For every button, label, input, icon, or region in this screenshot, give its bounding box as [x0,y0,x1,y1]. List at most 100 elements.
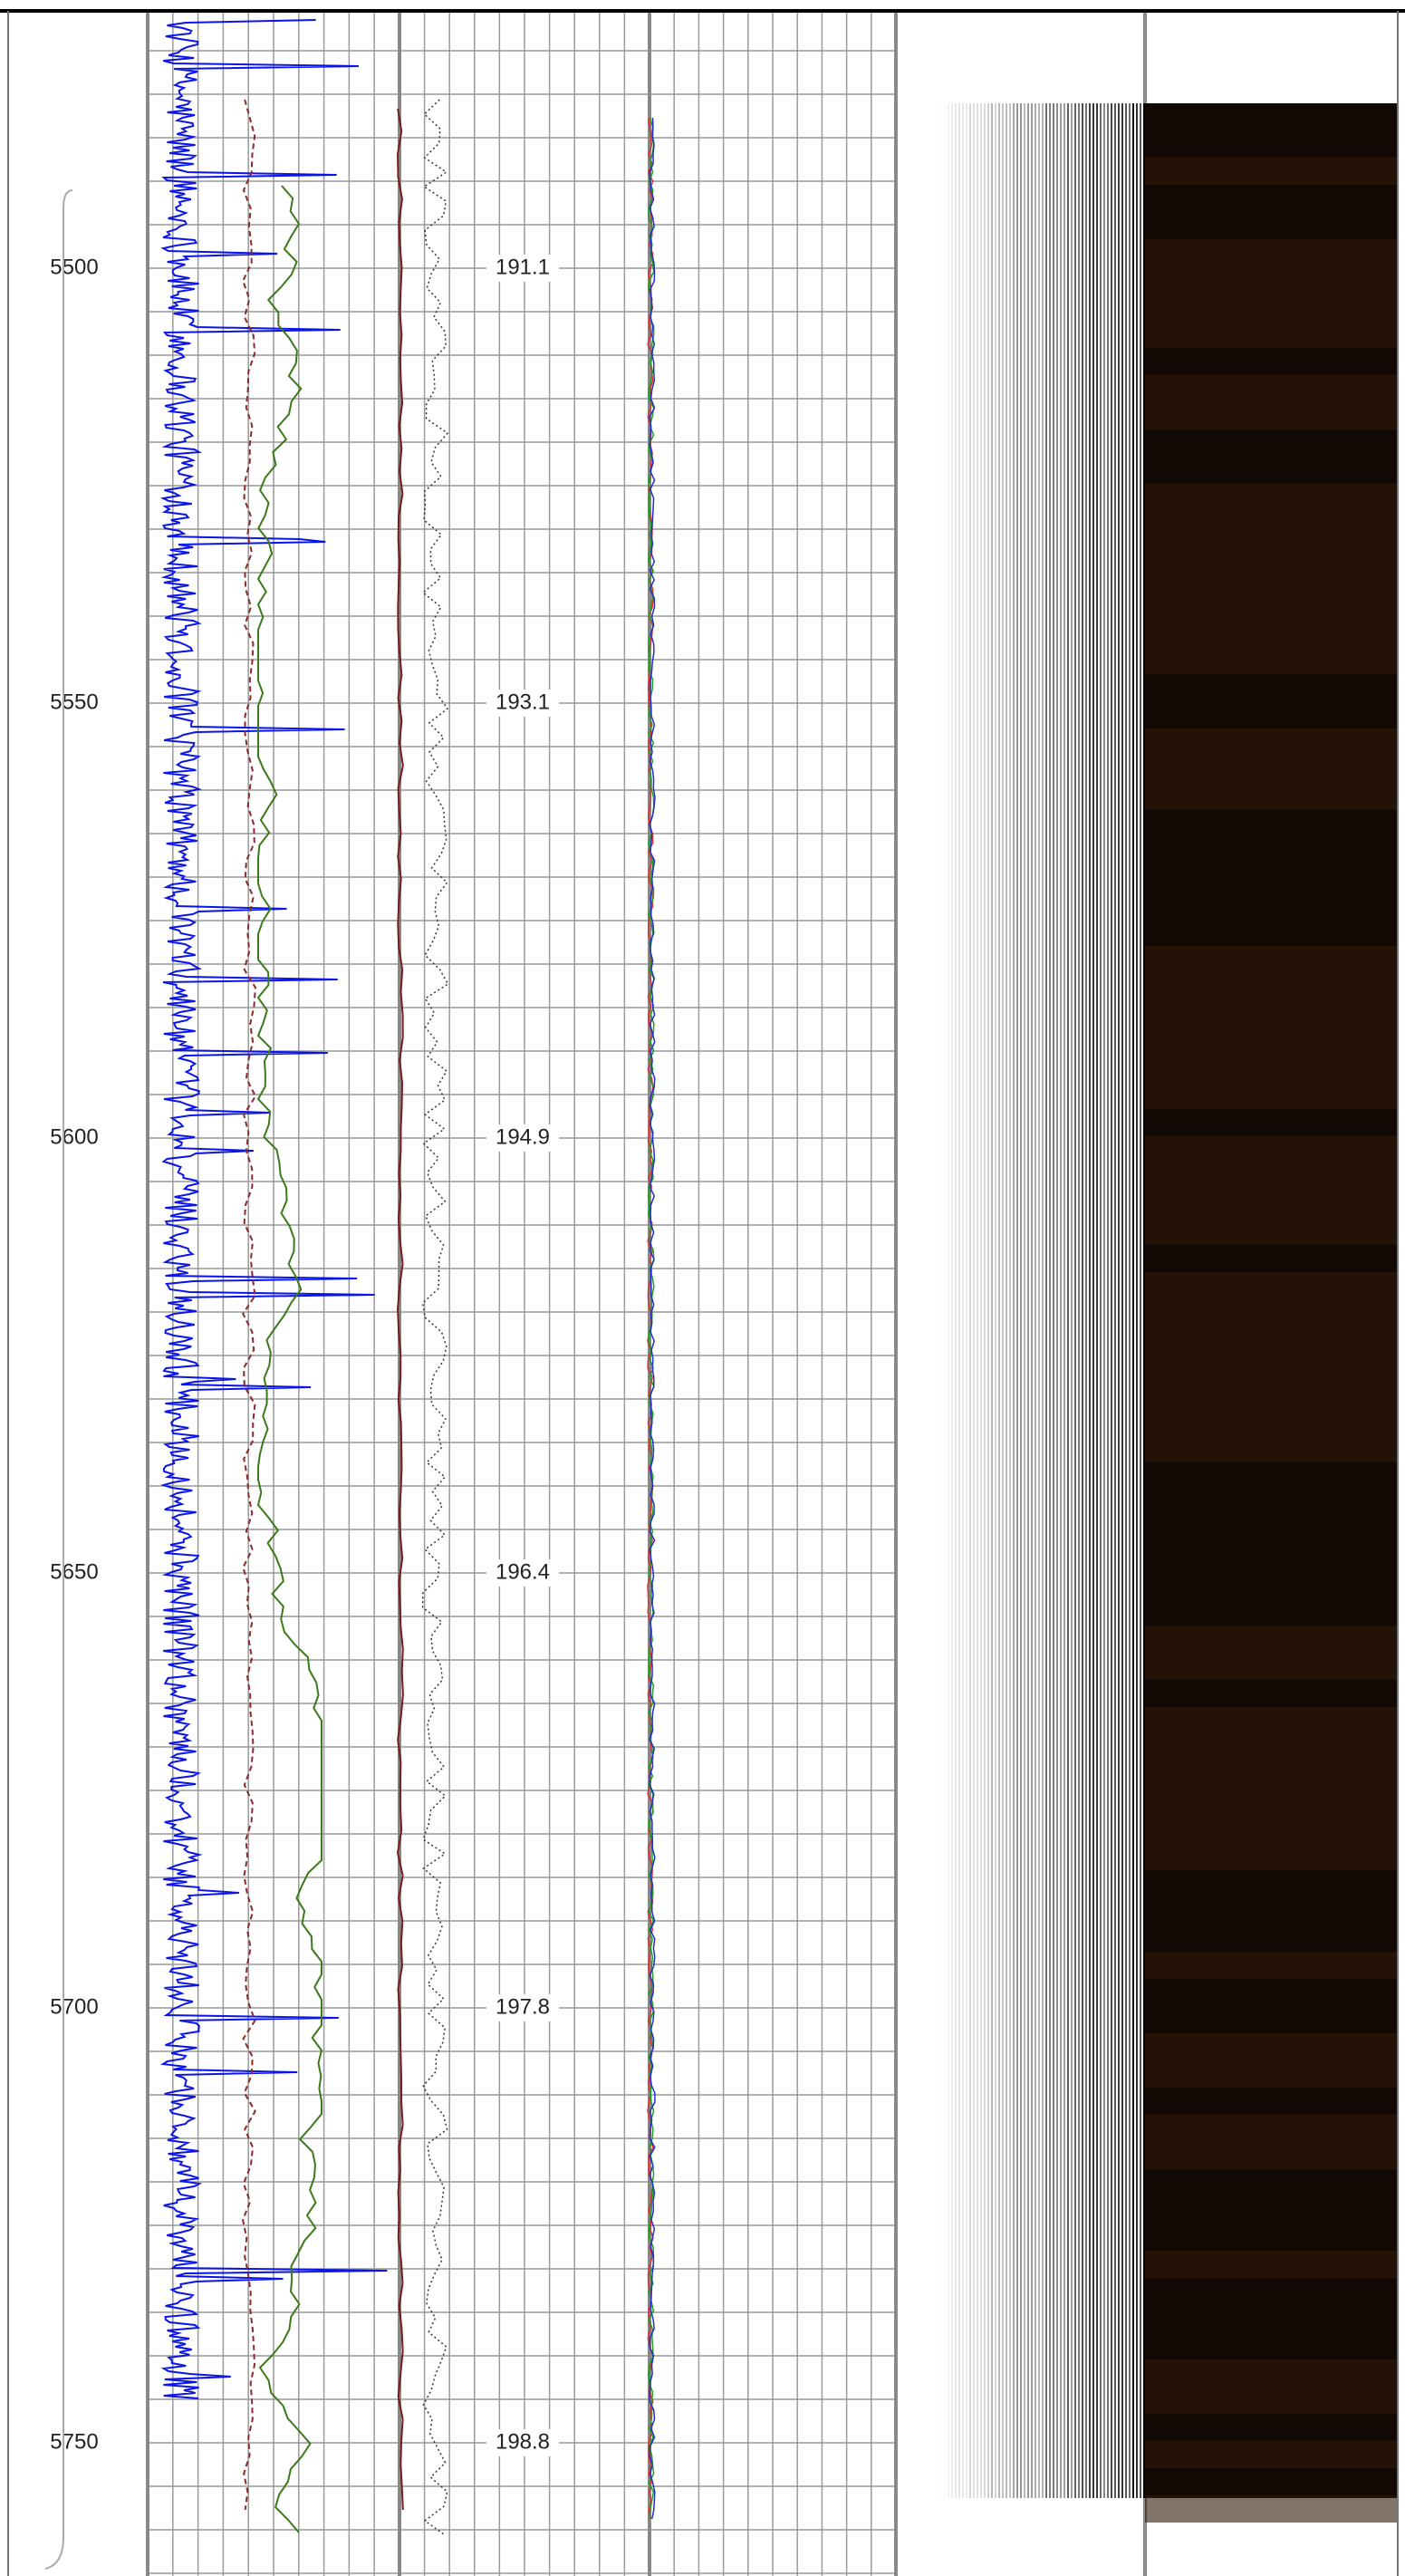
dark-band [1145,511,1397,538]
dark-band [1145,756,1397,783]
multi-curve [649,117,656,2520]
image-stripe [1002,103,1004,2498]
image-stripe [1042,103,1044,2498]
dark-band [1145,1354,1397,1381]
image-stripe [1045,103,1047,2498]
image-stripe [1024,103,1025,2498]
dark-band [1145,2441,1397,2468]
dark-band [1145,1408,1397,1435]
dark-band [1145,1299,1397,1327]
dark-band [1145,1680,1397,1707]
dark-band [1145,130,1397,158]
image-stripe [1016,103,1018,2498]
dark-band [1145,2414,1397,2441]
dark-band [1145,2224,1397,2251]
dark-band [1145,348,1397,375]
image-stripe [1006,103,1007,2498]
image-stripe [1049,103,1051,2498]
image-stripe [1136,103,1138,2498]
dark-band [1145,1598,1397,1626]
image-stripe [973,103,975,2498]
dark-band [1145,212,1397,239]
dark-band [1145,810,1397,837]
dark-band [1145,538,1397,565]
image-stripe [1060,103,1062,2498]
dark-band [1145,1191,1397,1218]
dark-band [1145,1761,1397,1789]
dark-band [1145,728,1397,756]
image-stripe [1082,103,1083,2498]
image-stripe [948,103,949,2498]
dark-band [1145,1136,1397,1163]
annotation-bg [486,690,559,717]
dark-band [1145,2142,1397,2169]
dark-band [1145,429,1397,457]
image-stripe [1035,103,1036,2498]
image-stripe [1114,103,1116,2498]
blue-curve [159,19,388,2399]
dotted-curve [421,99,449,2536]
image-stripe [1107,103,1109,2498]
dark-band [1145,864,1397,892]
image-stripe [1038,103,1040,2498]
dark-band [1145,973,1397,1000]
depth-label: 5500 [50,255,98,279]
image-stripe [958,103,960,2498]
dark-band [1145,1979,1397,2006]
annotation-bg [486,255,559,282]
image-stripe [984,103,986,2498]
image-track [940,103,1397,2523]
depth-label: 5550 [50,690,98,714]
dark-band [1145,2006,1397,2033]
dark-band [1145,266,1397,294]
dark-band [1145,892,1397,919]
red-curve [397,108,404,2511]
dark-band [1145,837,1397,864]
dark-band [1145,2115,1397,2142]
dark-band [1145,1544,1397,1571]
dark-band [1145,2251,1397,2278]
image-stripe [962,103,964,2498]
image-stripe [940,103,942,2498]
depth-label: 5750 [50,2429,98,2454]
image-stripe [1078,103,1080,2498]
image-stripe [1053,103,1054,2498]
annotation-bg [486,1559,559,1587]
image-stripe [987,103,989,2498]
log-curves [159,19,656,2536]
image-stripe [1031,103,1033,2498]
image-stripe [1100,103,1102,2498]
dark-band [1145,593,1397,620]
image-stripe [1013,103,1015,2498]
image-stripe [995,103,996,2498]
dark-band [1145,946,1397,973]
dark-band [1145,1218,1397,1245]
image-stripe [1085,103,1087,2498]
image-stripe [1020,103,1022,2498]
image-stripe [1071,103,1073,2498]
dark-band [1145,1789,1397,1816]
dark-band [1145,2196,1397,2224]
dark-band [1145,1435,1397,1462]
depth-label: 5650 [50,1559,98,1584]
dark-band [1145,2332,1397,2359]
dark-band [1145,1163,1397,1191]
dark-band [1145,103,1397,130]
image-stripe [1125,103,1127,2498]
image-stripe [955,103,957,2498]
image-stripe [1063,103,1065,2498]
dark-band [1145,2305,1397,2332]
dark-band [1145,1626,1397,1653]
dark-band [1145,1707,1397,1734]
image-stripe [1132,103,1134,2498]
image-stripe [1143,103,1145,2498]
image-stripe [1111,103,1112,2498]
dark-band [1145,2387,1397,2414]
dark-band [1145,457,1397,484]
dark-band [1145,1897,1397,1925]
dark-band [1145,1870,1397,1897]
annotation: 191.1 [496,255,550,279]
dark-band [1145,1734,1397,1761]
